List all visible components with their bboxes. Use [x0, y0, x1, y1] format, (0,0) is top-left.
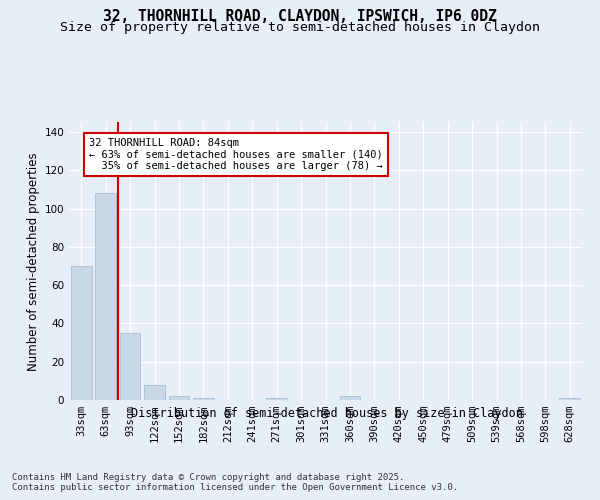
Bar: [169, 396, 190, 400]
Y-axis label: Number of semi-detached properties: Number of semi-detached properties: [27, 152, 40, 370]
Bar: [71, 266, 92, 400]
Bar: [119, 333, 140, 400]
Bar: [266, 398, 287, 400]
Bar: [193, 398, 214, 400]
Text: 32 THORNHILL ROAD: 84sqm
← 63% of semi-detached houses are smaller (140)
  35% o: 32 THORNHILL ROAD: 84sqm ← 63% of semi-d…: [89, 138, 383, 171]
Bar: [559, 398, 580, 400]
Text: Contains HM Land Registry data © Crown copyright and database right 2025.
Contai: Contains HM Land Registry data © Crown c…: [12, 472, 458, 492]
Text: Size of property relative to semi-detached houses in Claydon: Size of property relative to semi-detach…: [60, 21, 540, 34]
Bar: [95, 194, 116, 400]
Text: 32, THORNHILL ROAD, CLAYDON, IPSWICH, IP6 0DZ: 32, THORNHILL ROAD, CLAYDON, IPSWICH, IP…: [103, 9, 497, 24]
Bar: [144, 384, 165, 400]
Bar: [340, 396, 361, 400]
Text: Distribution of semi-detached houses by size in Claydon: Distribution of semi-detached houses by …: [131, 408, 523, 420]
